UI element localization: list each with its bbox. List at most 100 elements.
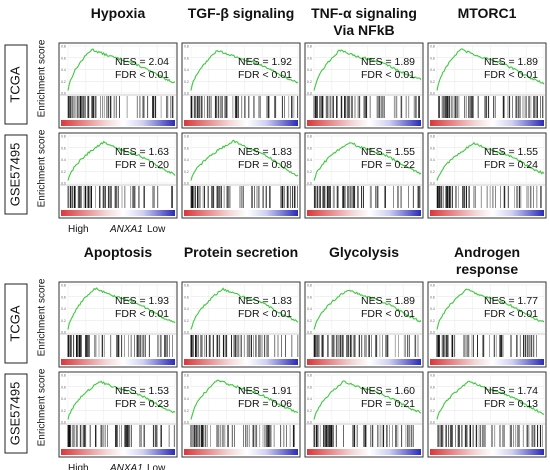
tick-label: 0.8 bbox=[184, 374, 189, 378]
tick-label: 0.0 bbox=[61, 421, 66, 425]
tick-label: 0.8 bbox=[61, 284, 66, 288]
fdr-label: FDR = 0.21 bbox=[361, 398, 415, 410]
y-axis-label: Enrichment score bbox=[37, 129, 48, 207]
tick-label: 0.0 bbox=[61, 92, 66, 96]
column-title: response bbox=[456, 261, 518, 277]
hit-barcode bbox=[190, 186, 299, 208]
tick-label: 0.0 bbox=[184, 92, 189, 96]
tick-label: 0.6 bbox=[184, 385, 189, 389]
hit-barcode bbox=[313, 186, 421, 208]
tick-label: 0.2 bbox=[430, 80, 435, 84]
tick-label: 0.4 bbox=[307, 397, 312, 401]
tick-label: 0.2 bbox=[307, 80, 312, 84]
enrichment-curve bbox=[190, 379, 299, 420]
ranking-high-label: High bbox=[68, 463, 89, 470]
tick-label: 0.6 bbox=[61, 295, 66, 299]
tick-label: 0.6 bbox=[61, 385, 66, 389]
tick-label: 0.6 bbox=[307, 295, 312, 299]
tick-label: 0.6 bbox=[184, 295, 189, 299]
ranking-heatbar bbox=[307, 210, 421, 216]
ranking-heatbar bbox=[184, 120, 298, 126]
tick-label: 0.8 bbox=[61, 135, 66, 139]
nes-label: NES = 1.83 bbox=[238, 146, 292, 158]
tick-label: 0.8 bbox=[184, 45, 189, 49]
tick-label: 0.8 bbox=[184, 284, 189, 288]
tick-label: 0.8 bbox=[307, 45, 312, 49]
tick-label: 0.4 bbox=[184, 68, 189, 72]
row-label: GSE57495 bbox=[7, 143, 22, 207]
row-label-box bbox=[4, 44, 28, 125]
tick-label: 0.8 bbox=[184, 135, 189, 139]
enrichment-curve bbox=[313, 289, 422, 330]
fdr-label: FDR < 0.01 bbox=[115, 308, 169, 320]
column-title: Hypoxia bbox=[91, 5, 146, 21]
column-title: Via NFkB bbox=[333, 22, 394, 38]
hit-barcode bbox=[67, 425, 175, 447]
fdr-label: FDR = 0.13 bbox=[484, 398, 538, 410]
fdr-label: FDR < 0.01 bbox=[484, 69, 538, 81]
hit-barcode bbox=[313, 335, 419, 357]
tick-label: 0.6 bbox=[307, 146, 312, 150]
row-label-box bbox=[4, 134, 28, 215]
tick-label: 0.4 bbox=[61, 307, 66, 311]
tick-label: 0.4 bbox=[61, 158, 66, 162]
enrichment-curve bbox=[67, 287, 176, 330]
tick-label: 0.8 bbox=[61, 374, 66, 378]
tick-label: 0.8 bbox=[430, 135, 435, 139]
tick-label: 0.4 bbox=[61, 68, 66, 72]
tick-label: 0.6 bbox=[61, 146, 66, 150]
hit-barcode bbox=[190, 335, 299, 357]
nes-label: NES = 1.63 bbox=[115, 146, 169, 158]
hit-barcode bbox=[67, 186, 173, 208]
tick-label: 0.0 bbox=[61, 182, 66, 186]
ranking-heatbar bbox=[184, 210, 298, 216]
fdr-label: FDR = 0.24 bbox=[484, 159, 538, 171]
row-labels: TCGA Enrichment score GSE57495 Enrichment s… bbox=[4, 39, 48, 454]
fdr-label: FDR < 0.01 bbox=[238, 69, 292, 81]
ranking-heatbar bbox=[61, 449, 175, 455]
tick-label: 0.4 bbox=[307, 68, 312, 72]
y-axis-label: Enrichment score bbox=[37, 368, 48, 446]
tick-label: 0.2 bbox=[61, 319, 66, 323]
tick-label: 0.2 bbox=[184, 170, 189, 174]
ranking-heatbar bbox=[430, 210, 544, 216]
enrichment-curve bbox=[436, 288, 545, 330]
nes-label: NES = 1.92 bbox=[238, 56, 292, 68]
fdr-label: FDR < 0.01 bbox=[115, 69, 169, 81]
tick-label: 0.2 bbox=[430, 170, 435, 174]
tick-label: 0.2 bbox=[61, 170, 66, 174]
column-headers: Hypoxia TGF-β signaling TNF-α signalingVia… bbox=[84, 5, 520, 277]
tick-label: 0.4 bbox=[430, 397, 435, 401]
tick-label: 0.4 bbox=[430, 307, 435, 311]
tick-label: 0.2 bbox=[307, 409, 312, 413]
tick-label: 0.2 bbox=[61, 80, 66, 84]
tick-label: 0.0 bbox=[307, 182, 312, 186]
fdr-label: FDR < 0.01 bbox=[361, 69, 415, 81]
ranking-heatbar bbox=[61, 359, 175, 365]
tick-label: 0.0 bbox=[184, 182, 189, 186]
row-label: TCGA bbox=[7, 305, 22, 341]
tick-label: 0.6 bbox=[184, 56, 189, 60]
enrichment-curve bbox=[436, 48, 545, 91]
nes-label: NES = 1.89 bbox=[484, 56, 538, 68]
enrichment-curve bbox=[67, 48, 176, 91]
tick-label: 0.0 bbox=[307, 421, 312, 425]
ranking-heatbar bbox=[61, 120, 175, 126]
hit-barcode bbox=[436, 335, 537, 357]
tick-label: 0.8 bbox=[430, 374, 435, 378]
y-axis-label: Enrichment score bbox=[37, 39, 48, 117]
tick-label: 0.4 bbox=[430, 68, 435, 72]
ranking-heatbar bbox=[430, 120, 544, 126]
tick-label: 0.0 bbox=[307, 331, 312, 335]
tick-label: 0.2 bbox=[184, 80, 189, 84]
enrichment-curve bbox=[436, 380, 545, 420]
